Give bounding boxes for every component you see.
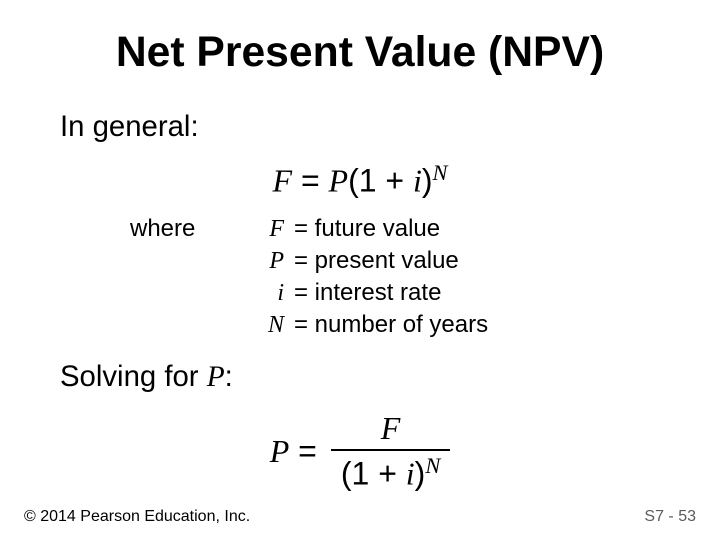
where-label-text: where [130, 215, 195, 242]
solving-for-text: Solving for P: [60, 360, 233, 394]
den-i: i [406, 456, 415, 492]
solving-prefix: Solving for [60, 360, 207, 393]
fraction: F (1 + i)N [331, 410, 450, 493]
solving-suffix: : [225, 360, 233, 393]
def-symbol: F [260, 216, 284, 243]
footer: © 2014 Pearson Education, Inc. S7 - 53 [0, 508, 720, 526]
title-text: Net Present Value (NPV) [116, 28, 604, 76]
definitions-list: F = future value P = present value i = i… [260, 215, 488, 343]
formula1-close: ) [422, 163, 433, 199]
copyright-text: © 2014 Pearson Education, Inc. [24, 508, 250, 526]
intro-label: In general: [60, 110, 199, 143]
def-text: = number of years [284, 311, 488, 339]
where-block: where F = future value P = present value… [0, 215, 720, 343]
formula1-F: F [273, 163, 293, 199]
def-symbol: N [260, 312, 284, 339]
def-text: = present value [284, 247, 459, 275]
definition-row: F = future value [260, 215, 488, 243]
intro-text: In general: [60, 110, 199, 144]
def-text: = interest rate [284, 279, 441, 307]
page-title: Net Present Value (NPV) [0, 28, 720, 77]
def-text: = future value [284, 215, 440, 243]
formula-future-value: F = P(1 + i)N [0, 160, 720, 200]
den-open: (1 + [341, 456, 406, 492]
formula1-i: i [413, 163, 422, 199]
definition-row: P = present value [260, 247, 488, 275]
den-exp: N [425, 453, 440, 478]
def-symbol: i [260, 280, 284, 307]
def-symbol: P [260, 248, 284, 275]
formula1-eq: = [292, 163, 328, 199]
slide: Net Present Value (NPV) In general: F = … [0, 0, 720, 540]
formula2-P: P [270, 433, 290, 469]
formula1-exp: N [433, 160, 448, 185]
definition-row: i = interest rate [260, 279, 488, 307]
formula-present-value: P = F (1 + i)N [0, 410, 720, 493]
formula1-P: P [329, 163, 349, 199]
where-label: where [130, 215, 195, 243]
formula2-eq: = [289, 433, 317, 469]
den-close: ) [415, 456, 426, 492]
page-number: S7 - 53 [644, 508, 696, 526]
fraction-numerator: F [369, 410, 413, 449]
solving-var: P [207, 361, 225, 393]
fraction-denominator: (1 + i)N [331, 449, 450, 493]
definition-row: N = number of years [260, 311, 488, 339]
formula1-open: (1 + [348, 163, 413, 199]
formula2-lhs: P = [270, 433, 317, 470]
